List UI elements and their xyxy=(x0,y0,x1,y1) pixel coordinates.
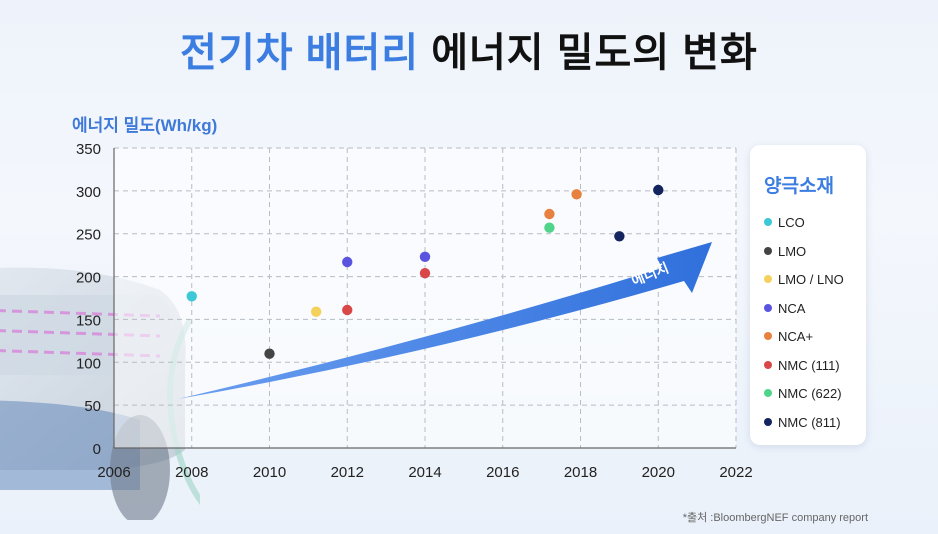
title-rest: 에너지 밀도의 변화 xyxy=(431,31,758,75)
x-tick-label: 2014 xyxy=(408,464,441,481)
legend-item: LCO xyxy=(764,215,805,230)
legend-marker xyxy=(764,417,772,426)
x-tick-label: 2020 xyxy=(642,464,675,481)
y-axis-label: 에너지 밀도(Wh/kg) xyxy=(72,116,218,135)
data-point-nca xyxy=(342,256,353,268)
x-tick-label: 2022 xyxy=(719,464,752,481)
legend-item: NCA xyxy=(764,301,805,316)
data-point-nca xyxy=(419,251,431,263)
y-tick-label: 200 xyxy=(76,270,101,287)
data-point-nca- xyxy=(544,208,555,220)
data-point-lmo-lno xyxy=(310,306,322,317)
legend-marker xyxy=(764,218,772,226)
x-tick-label: 2008 xyxy=(175,464,208,481)
legend-label: NCA xyxy=(778,300,806,316)
legend-label: NCA+ xyxy=(778,329,814,344)
x-tick-label: 2006 xyxy=(97,464,130,481)
legend-marker xyxy=(764,303,772,312)
data-point-lmo xyxy=(264,348,275,359)
page-title: 전기차 배터리 에너지 밀도의 변화 xyxy=(0,20,938,78)
data-point-nca- xyxy=(571,189,582,200)
data-point-nmc-811- xyxy=(653,184,664,196)
legend-title: 양극소재 xyxy=(764,176,834,197)
y-tick-label: 100 xyxy=(76,355,101,372)
data-point-lco xyxy=(186,291,197,302)
x-tick-label: 2018 xyxy=(564,464,597,481)
source-note: *출처 :BloombergNEF company report xyxy=(682,512,868,524)
y-tick-label: 0 xyxy=(93,441,101,458)
y-tick-label: 50 xyxy=(84,398,101,415)
legend-item: NMC (622) xyxy=(764,386,842,401)
y-tick-label: 300 xyxy=(76,184,101,201)
legend-marker xyxy=(764,332,772,340)
data-point-nmc-622- xyxy=(544,222,555,233)
legend-marker xyxy=(764,246,772,255)
legend-item: LMO xyxy=(764,244,806,259)
x-tick-label: 2012 xyxy=(331,464,364,481)
y-tick-label: 250 xyxy=(76,227,101,244)
legend-marker xyxy=(764,275,772,283)
legend-label: NMC (811) xyxy=(778,414,841,430)
legend-label: LMO / LNO xyxy=(778,272,844,287)
legend-item: NMC (811) xyxy=(764,415,841,430)
legend: 양극소재 LCO LMO LMO / LNO NCA NCA+ NMC (111) NMC … xyxy=(750,145,866,445)
x-tick-label: 2010 xyxy=(253,464,286,481)
legend-label: NMC (622) xyxy=(778,386,842,401)
legend-label: LCO xyxy=(778,215,805,230)
data-point-nmc-811- xyxy=(614,231,625,242)
legend-marker xyxy=(764,389,772,397)
legend-label: LMO xyxy=(778,243,807,259)
data-point-nmc-111- xyxy=(419,267,431,279)
x-tick-label: 2016 xyxy=(486,464,519,481)
title-accent: 전기차 배터리 xyxy=(180,31,420,75)
legend-item: NMC (111) xyxy=(764,358,840,373)
y-tick-label: 150 xyxy=(76,312,101,329)
legend-label: NMC (111) xyxy=(778,357,840,373)
trend-arrow xyxy=(178,242,712,399)
y-tick-label: 350 xyxy=(76,141,101,158)
data-point-nmc-111- xyxy=(342,304,353,316)
legend-marker xyxy=(764,360,772,369)
legend-item: LMO / LNO xyxy=(764,272,844,287)
legend-item: NCA+ xyxy=(764,329,813,344)
